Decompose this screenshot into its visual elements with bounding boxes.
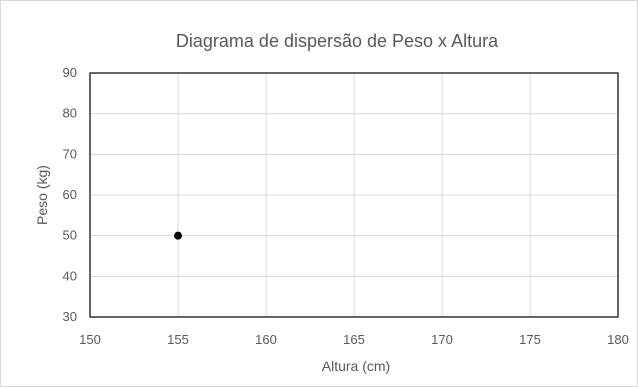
- y-tick-label: 70: [63, 146, 77, 161]
- y-tick-label: 90: [63, 65, 77, 80]
- plot-area-border: [89, 72, 619, 318]
- x-tick-label: 150: [79, 332, 101, 347]
- y-tick-label: 80: [63, 106, 77, 121]
- x-tick-label: 170: [431, 332, 453, 347]
- data-point: [174, 231, 182, 240]
- data-points: [174, 231, 182, 240]
- x-tick-label: 180: [607, 332, 629, 347]
- chart-title: Diagrama de dispersão de Peso x Altura: [176, 31, 499, 51]
- x-tick-label: 160: [255, 332, 277, 347]
- x-tick-label: 165: [343, 332, 365, 347]
- axes: [89, 72, 619, 318]
- tick-labels: 150 155 160 165 170 175 180 30 40 50 60 70 80 90: [63, 65, 629, 347]
- x-tick-label: 175: [519, 332, 541, 347]
- x-axis-label: Altura (cm): [322, 358, 390, 374]
- y-axis-label: Peso (kg): [34, 165, 50, 225]
- x-tick-label: 155: [167, 332, 189, 347]
- grid-lines: [89, 72, 619, 318]
- y-tick-label: 40: [63, 268, 77, 283]
- y-tick-label: 60: [63, 187, 77, 202]
- y-tick-label: 30: [63, 309, 77, 324]
- y-tick-label: 50: [63, 228, 77, 243]
